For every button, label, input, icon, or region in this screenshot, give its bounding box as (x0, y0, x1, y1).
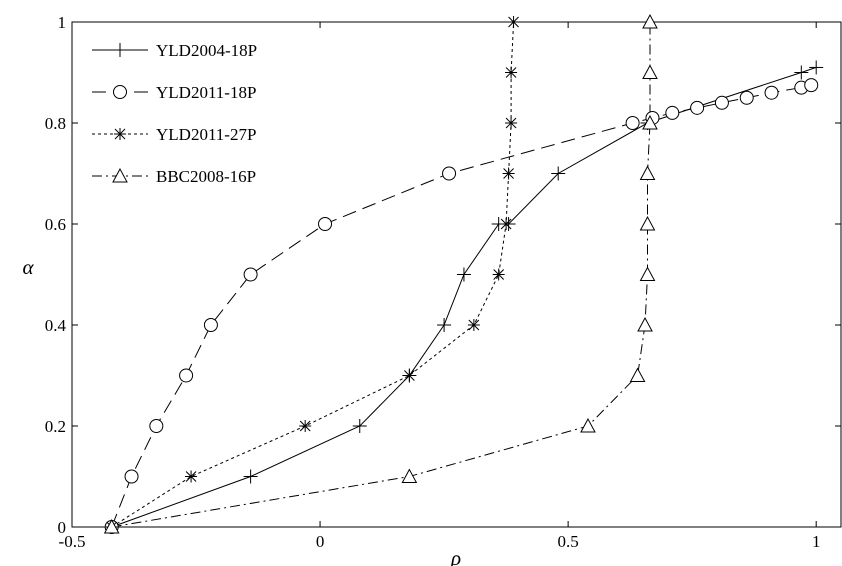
y-tick-label: 0.2 (45, 417, 66, 436)
series-markers-YLD2011-27P (105, 16, 520, 533)
legend-label: YLD2004-18P (156, 41, 257, 60)
asterisk-d2 (505, 117, 517, 129)
asterisk-d2 (500, 218, 512, 230)
legend-entry: BBC2008-16P (92, 167, 256, 186)
series-markers-BBC2008-16P (103, 13, 658, 534)
circle-marker (318, 217, 333, 231)
y-tick-label: 0.4 (45, 316, 67, 335)
triangle-marker (639, 215, 656, 231)
circle-marker (764, 85, 779, 100)
plus-marker (352, 419, 367, 433)
x-tick-label: 0 (316, 532, 325, 551)
plus-marker (243, 469, 258, 484)
legend-label: YLD2011-27P (156, 125, 256, 144)
circle-marker (243, 267, 258, 282)
circle-marker (714, 95, 729, 110)
triangle-marker (401, 468, 418, 483)
legend-label: BBC2008-16P (156, 167, 256, 186)
y-tick-label: 0.6 (45, 215, 66, 234)
x-tick-label: 1 (812, 532, 821, 551)
triangle-marker (642, 114, 658, 130)
triangle-marker (629, 367, 646, 382)
x-axis-label: ρ (450, 546, 461, 566)
circle-marker (149, 419, 164, 433)
circle-marker (203, 318, 218, 332)
legend-entry: YLD2011-27P (92, 125, 256, 144)
circle-marker (739, 90, 754, 105)
asterisk-marker (403, 369, 416, 382)
asterisk-marker (492, 268, 505, 281)
circle-marker (804, 78, 819, 93)
asterisk-d2 (114, 128, 126, 140)
plus-marker (551, 166, 566, 181)
x-tick-label: -0.5 (59, 532, 86, 551)
triangle-marker (639, 266, 656, 281)
legend-entry: YLD2004-18P (92, 41, 257, 60)
plus-marker (794, 65, 809, 80)
series-line-BBC2008-16P (111, 22, 651, 528)
asterisk-marker (500, 218, 513, 230)
asterisk-d2 (503, 168, 514, 179)
asterisk-marker (505, 117, 518, 129)
legend-box (78, 28, 308, 200)
asterisk-marker (502, 167, 515, 180)
plus-marker (456, 267, 471, 282)
y-axis-label: α (22, 255, 34, 279)
legend-entry: YLD2011-18P (92, 83, 256, 102)
axis-ticks (71, 21, 841, 528)
triangle-marker (642, 13, 658, 29)
asterisk-d2 (404, 370, 415, 381)
triangle-marker (580, 417, 596, 433)
triangle-marker (103, 518, 120, 534)
circle-marker (665, 105, 680, 120)
y-tick-label: 1 (58, 13, 67, 32)
plus-marker (113, 43, 127, 57)
asterisk-d2 (299, 420, 311, 432)
asterisk-marker (467, 319, 480, 331)
circle-marker (625, 116, 640, 130)
asterisk-marker (505, 66, 518, 79)
triangle-marker (112, 167, 128, 183)
asterisk-d2 (493, 269, 505, 280)
asterisk-marker (185, 470, 198, 483)
circle-marker (179, 368, 194, 383)
triangle-marker (639, 165, 656, 180)
asterisk-d2 (508, 16, 519, 28)
plus-marker (437, 318, 452, 332)
x-tick-label: 0.5 (558, 532, 579, 551)
axis-tick-labels: -0.5 0 0.5 100.20.40.60.81 (45, 13, 821, 551)
circle-marker (113, 85, 127, 99)
y-tick-label: 0 (58, 518, 67, 537)
legend: YLD2004-18P YLD2011-18P YLD2011-27P BBC2008… (78, 28, 308, 200)
plus-marker (809, 60, 824, 75)
series-markers (103, 13, 824, 534)
asterisk-d2 (468, 319, 480, 331)
plot-frame (71, 21, 842, 528)
y-tick-label: 0.8 (45, 114, 66, 133)
asterisk-d2 (185, 471, 197, 482)
triangle-marker (642, 64, 658, 79)
circle-marker (442, 166, 457, 181)
legend-label: YLD2011-18P (156, 83, 256, 102)
triangle-marker (637, 316, 653, 332)
circle-marker (690, 100, 705, 115)
asterisk-marker (114, 128, 126, 140)
asterisk-marker (507, 16, 520, 28)
asterisk-marker (299, 420, 312, 432)
circle-marker (124, 469, 139, 484)
asterisk-d2 (505, 67, 517, 78)
